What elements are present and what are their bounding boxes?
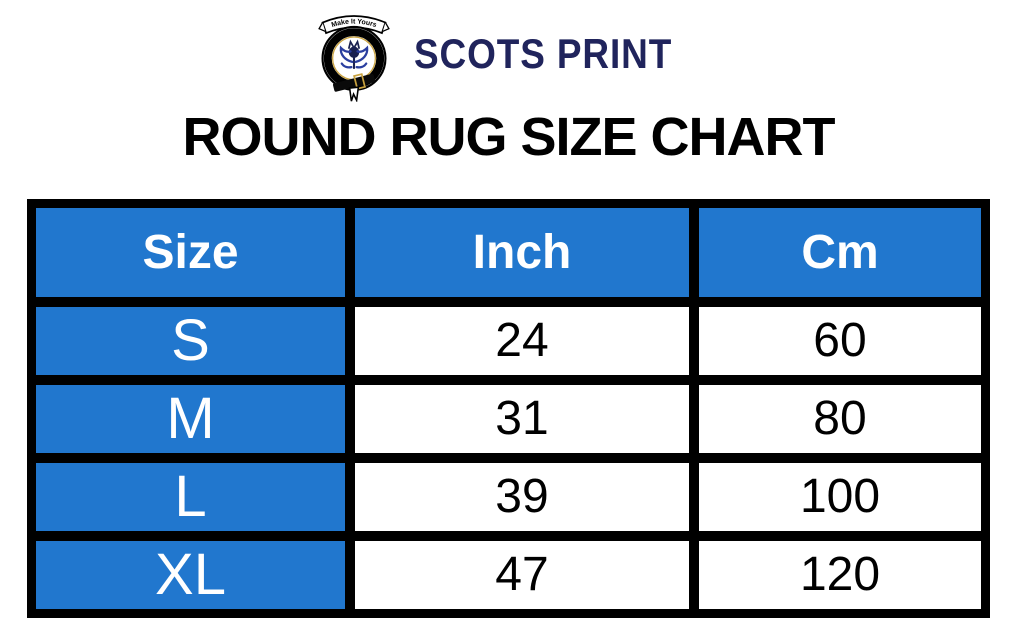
column-header-inch: Inch — [355, 208, 689, 298]
table-cell-inch: 31 — [355, 385, 689, 454]
page-title: ROUND RUG SIZE CHART — [182, 107, 836, 167]
column-header-cm: Cm — [699, 208, 981, 298]
table-cell-size: M — [36, 385, 345, 454]
brand-header: Make It Yours SC — [0, 0, 1017, 102]
brand-name: SCOTS PRINT — [413, 30, 672, 77]
clan-crest-logo-icon: Make It Yours — [317, 15, 390, 102]
table-cell-cm: 80 — [699, 385, 981, 454]
svg-text:Make It Yours: Make It Yours — [330, 18, 377, 29]
table-cell-size: S — [36, 307, 345, 376]
table-cell-cm: 60 — [699, 307, 981, 376]
table-cell-inch: 47 — [355, 541, 689, 610]
table-cell-cm: 100 — [699, 463, 981, 532]
table-cell-cm: 120 — [699, 541, 981, 610]
table-cell-size: XL — [36, 541, 345, 610]
table-cell-inch: 24 — [355, 307, 689, 376]
size-chart-table: Size Inch Cm S 24 60 M 31 80 L 39 100 XL… — [27, 199, 990, 619]
table-cell-size: L — [36, 463, 345, 532]
table-cell-inch: 39 — [355, 463, 689, 532]
column-header-size: Size — [36, 208, 345, 298]
